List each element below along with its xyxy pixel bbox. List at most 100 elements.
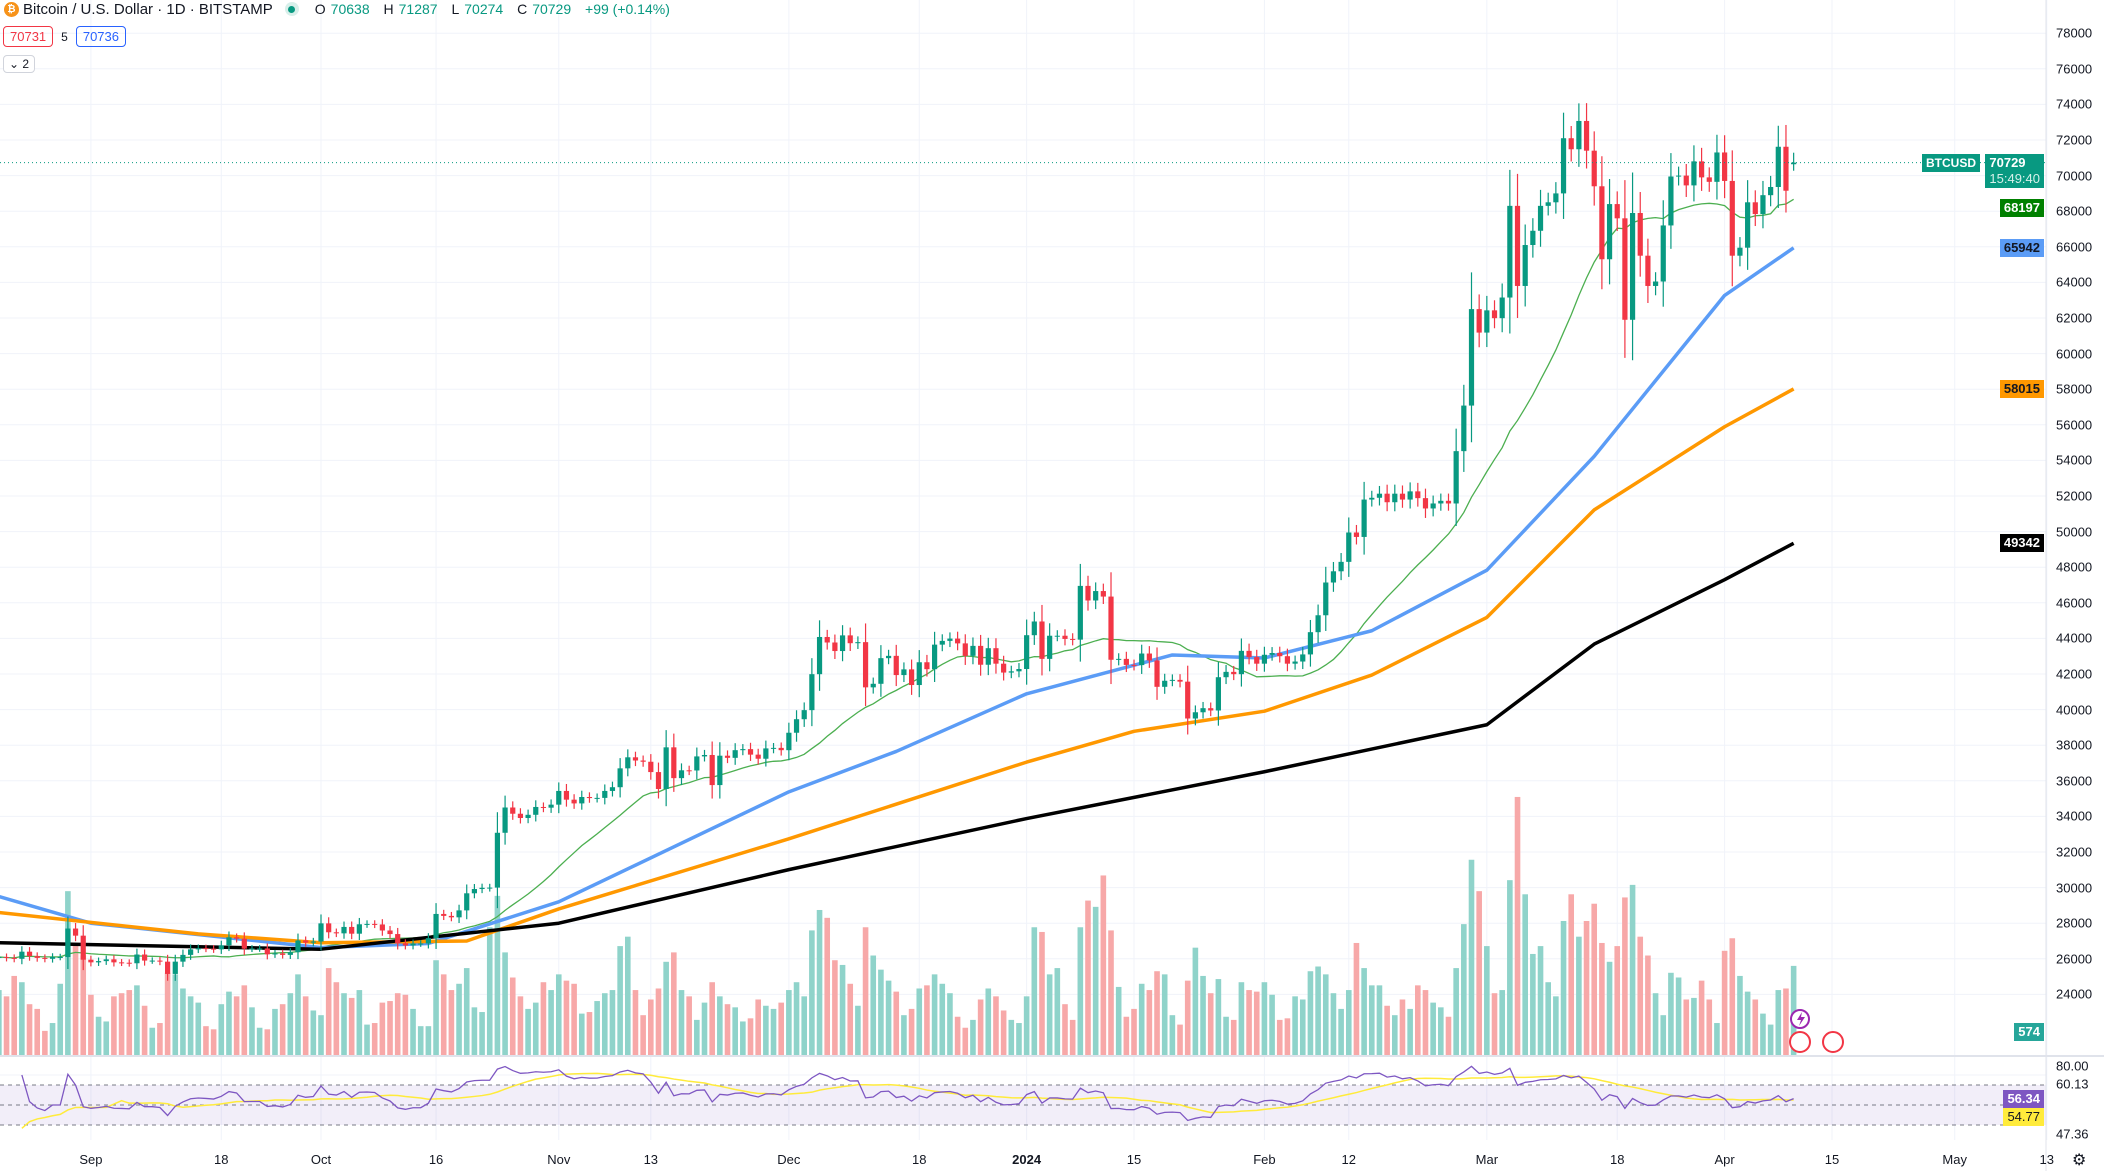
- volume-bar: [778, 1002, 784, 1056]
- volume-bar: [0, 990, 2, 1056]
- candle-body: [272, 953, 278, 955]
- volume-bar: [939, 983, 946, 1056]
- candle-body: [885, 655, 892, 659]
- volume-bar: [19, 982, 25, 1056]
- events[interactable]: [1789, 1009, 1844, 1053]
- candle-body: [1652, 281, 1659, 286]
- candle-body: [141, 954, 148, 961]
- settings-gear-icon[interactable]: ⚙: [2072, 1152, 2087, 1169]
- candle: [157, 957, 163, 966]
- candle-body: [1714, 152, 1720, 182]
- candle-body: [1507, 205, 1513, 298]
- candle-body: [379, 924, 385, 931]
- candle-body: [1093, 591, 1099, 601]
- candle: [1108, 572, 1114, 685]
- candle: [510, 801, 516, 820]
- candle: [932, 631, 938, 683]
- volume-bar: [724, 1004, 731, 1056]
- candle-body: [49, 957, 56, 959]
- volume-bar: [931, 974, 938, 1056]
- candle: [1231, 665, 1237, 681]
- candle-body: [441, 913, 447, 916]
- candle: [1691, 145, 1697, 202]
- volume-bar: [195, 1002, 202, 1056]
- candle-body: [11, 957, 17, 959]
- candle-body: [594, 797, 600, 799]
- candle: [1054, 630, 1060, 642]
- volume-bar: [118, 993, 125, 1056]
- volume-bar: [1361, 968, 1367, 1056]
- volume-bar: [172, 974, 179, 1056]
- candle: [80, 925, 86, 971]
- price-tick-label: 68000: [2056, 203, 2093, 219]
- candle-body: [402, 943, 408, 946]
- volume-bar: [111, 996, 117, 1056]
- volume-bar: [640, 1015, 646, 1056]
- candle: [1277, 646, 1283, 663]
- candle-body: [280, 953, 286, 955]
- volume-bar: [1184, 980, 1191, 1056]
- candle-body: [211, 948, 217, 950]
- candle-body: [870, 683, 876, 688]
- volume-bar: [456, 983, 462, 1056]
- volume-bar: [908, 1008, 915, 1056]
- candle: [740, 744, 746, 756]
- volume-bar: [1744, 991, 1751, 1056]
- candle: [1791, 152, 1797, 171]
- indicators-toggle-button[interactable]: ⌄ 2: [3, 55, 36, 73]
- volume-bar: [1154, 971, 1160, 1056]
- volume-bar: [1238, 982, 1245, 1056]
- candle: [295, 933, 301, 960]
- price-tick-label: 38000: [2056, 737, 2093, 753]
- volume-bar: [763, 1005, 769, 1056]
- candle: [42, 954, 48, 963]
- market-status-icon[interactable]: [284, 2, 299, 16]
- us-flag-event-icon[interactable]: [1822, 1031, 1844, 1053]
- candle: [318, 914, 324, 951]
- candle: [625, 749, 631, 777]
- candle-body: [586, 796, 593, 799]
- candle-body: [234, 937, 240, 939]
- volume-bar: [3, 996, 10, 1056]
- last-price-badge: 70729 15:49:40: [1985, 153, 2044, 188]
- candle: [1208, 702, 1214, 717]
- volume-bar: [1698, 980, 1705, 1056]
- candle-body: [1001, 663, 1007, 673]
- volume-bar: [1606, 961, 1613, 1056]
- volume-bar: [1721, 950, 1728, 1056]
- candle: [241, 932, 247, 955]
- volume-bar: [433, 960, 439, 1056]
- candle: [809, 658, 815, 727]
- candle: [333, 928, 339, 938]
- candle: [471, 884, 477, 899]
- symbol-title[interactable]: Bitcoin / U.S. Dollar · 1D · BITSTAMP: [23, 0, 273, 18]
- candle-body: [448, 915, 454, 918]
- buy-button[interactable]: 70736: [75, 26, 126, 47]
- candle: [118, 959, 125, 967]
- candle-body: [1238, 650, 1244, 675]
- us-flag-event-icon[interactable]: [1789, 1031, 1811, 1053]
- symbol-legend[interactable]: ₿ Bitcoin / U.S. Dollar · 1D · BITSTAMP …: [4, 0, 675, 18]
- volume-bar: [310, 1010, 317, 1056]
- candle: [1384, 484, 1390, 512]
- candle-body: [786, 732, 792, 751]
- candle: [126, 959, 132, 967]
- candle-body: [1376, 493, 1383, 498]
- candles: [0, 103, 1797, 981]
- candle-body: [916, 662, 922, 686]
- candle: [349, 921, 355, 940]
- candle-body: [310, 941, 316, 943]
- volume-bar: [663, 961, 669, 1056]
- volume-bar: [387, 1001, 393, 1056]
- volume-bar: [141, 1005, 148, 1056]
- volume-bar: [1445, 1016, 1452, 1056]
- candle-body: [717, 755, 723, 786]
- volume-bar: [878, 969, 884, 1056]
- candle: [924, 654, 930, 677]
- volume-bar: [95, 1016, 102, 1056]
- candle: [1246, 643, 1252, 665]
- candle: [1123, 651, 1129, 673]
- candle: [326, 917, 332, 939]
- sell-button[interactable]: 70731: [3, 26, 54, 47]
